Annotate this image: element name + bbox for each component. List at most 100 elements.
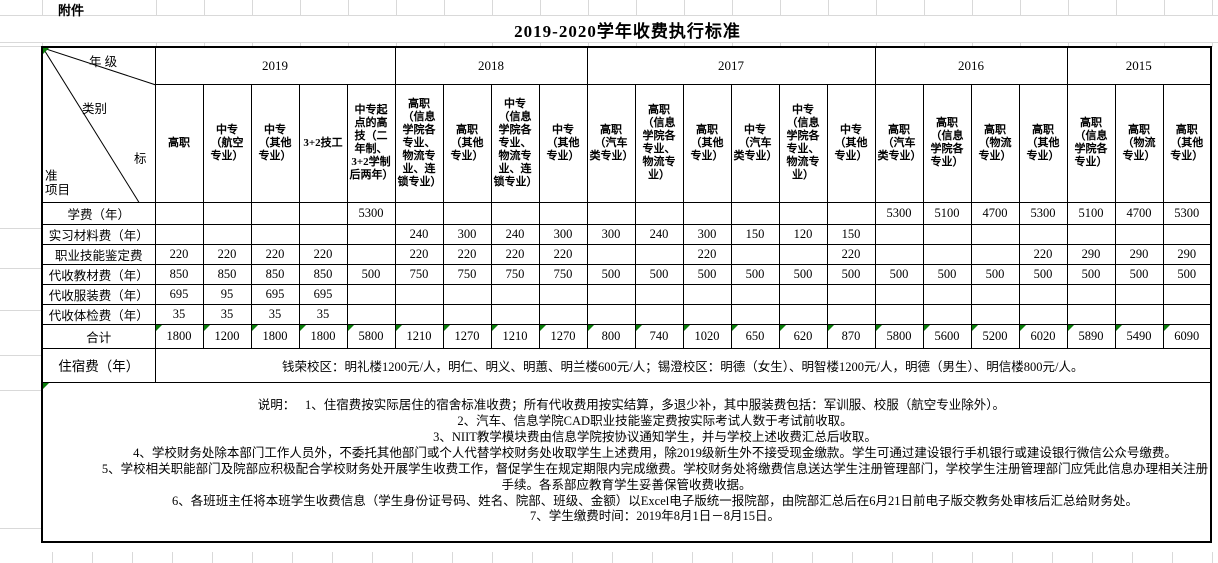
fee-value-cell[interactable] bbox=[970, 223, 1020, 245]
fee-value-cell[interactable] bbox=[922, 243, 972, 265]
category-header[interactable]: 中专（航空专业） bbox=[202, 83, 252, 203]
total-value-cell[interactable]: 1800 bbox=[250, 323, 300, 349]
total-value-cell[interactable]: 6090 bbox=[1162, 323, 1212, 349]
fee-value-cell[interactable] bbox=[202, 201, 252, 225]
fee-value-cell[interactable] bbox=[538, 303, 588, 325]
fee-value-cell[interactable] bbox=[1066, 283, 1116, 305]
fee-value-cell[interactable]: 500 bbox=[826, 263, 876, 285]
fee-value-cell[interactable]: 220 bbox=[442, 243, 492, 265]
fee-value-cell[interactable] bbox=[298, 223, 348, 245]
total-value-cell[interactable]: 5800 bbox=[346, 323, 396, 349]
category-header[interactable]: 高职（信息学院各专业、物流专业） bbox=[634, 83, 684, 203]
category-header[interactable]: 中专（信息学院各专业、物流专业、连锁专业） bbox=[490, 83, 540, 203]
row-label[interactable]: 学费（年） bbox=[41, 201, 156, 225]
fee-value-cell[interactable]: 750 bbox=[538, 263, 588, 285]
row-label[interactable]: 实习材料费（年） bbox=[41, 223, 156, 245]
fee-value-cell[interactable]: 750 bbox=[442, 263, 492, 285]
fee-value-cell[interactable]: 150 bbox=[826, 223, 876, 245]
category-header[interactable]: 高职（物流专业） bbox=[970, 83, 1020, 203]
category-header[interactable]: 高职（汽车类专业） bbox=[874, 83, 924, 203]
fee-value-cell[interactable]: 150 bbox=[730, 223, 780, 245]
total-row-label[interactable]: 合计 bbox=[41, 323, 156, 349]
total-value-cell[interactable]: 1270 bbox=[442, 323, 492, 349]
fee-value-cell[interactable]: 220 bbox=[1018, 243, 1068, 265]
fee-value-cell[interactable]: 220 bbox=[154, 243, 204, 265]
fee-value-cell[interactable]: 240 bbox=[634, 223, 684, 245]
fee-value-cell[interactable]: 5300 bbox=[346, 201, 396, 225]
fee-value-cell[interactable]: 300 bbox=[538, 223, 588, 245]
fee-value-cell[interactable]: 5300 bbox=[1018, 201, 1068, 225]
category-header[interactable]: 中专（汽车类专业） bbox=[730, 83, 780, 203]
fee-value-cell[interactable] bbox=[874, 283, 924, 305]
fee-value-cell[interactable] bbox=[490, 303, 540, 325]
fee-value-cell[interactable] bbox=[682, 201, 732, 225]
fee-value-cell[interactable] bbox=[1066, 303, 1116, 325]
total-value-cell[interactable]: 5200 bbox=[970, 323, 1020, 349]
fee-value-cell[interactable]: 500 bbox=[1114, 263, 1164, 285]
total-value-cell[interactable]: 1800 bbox=[154, 323, 204, 349]
fee-value-cell[interactable] bbox=[634, 303, 684, 325]
fee-value-cell[interactable] bbox=[394, 283, 444, 305]
total-value-cell[interactable]: 6020 bbox=[1018, 323, 1068, 349]
category-header[interactable]: 高职（其他专业） bbox=[1018, 83, 1068, 203]
fee-value-cell[interactable] bbox=[250, 223, 300, 245]
fee-value-cell[interactable]: 35 bbox=[298, 303, 348, 325]
fee-value-cell[interactable]: 220 bbox=[394, 243, 444, 265]
row-label[interactable]: 职业技能鉴定费 bbox=[41, 243, 156, 265]
total-value-cell[interactable]: 1210 bbox=[394, 323, 444, 349]
fee-value-cell[interactable] bbox=[586, 243, 636, 265]
fee-value-cell[interactable]: 500 bbox=[1018, 263, 1068, 285]
fee-value-cell[interactable] bbox=[346, 243, 396, 265]
fee-value-cell[interactable] bbox=[346, 283, 396, 305]
fee-value-cell[interactable]: 220 bbox=[682, 243, 732, 265]
total-value-cell[interactable]: 1270 bbox=[538, 323, 588, 349]
total-value-cell[interactable]: 650 bbox=[730, 323, 780, 349]
fee-value-cell[interactable] bbox=[1066, 223, 1116, 245]
category-header[interactable]: 中专起点的高技（二年制、3+2学制后两年） bbox=[346, 83, 396, 203]
fee-value-cell[interactable]: 850 bbox=[250, 263, 300, 285]
fee-value-cell[interactable] bbox=[538, 201, 588, 225]
fee-value-cell[interactable] bbox=[634, 283, 684, 305]
fee-value-cell[interactable] bbox=[970, 303, 1020, 325]
fee-value-cell[interactable] bbox=[1018, 223, 1068, 245]
fee-value-cell[interactable]: 500 bbox=[730, 263, 780, 285]
fee-value-cell[interactable] bbox=[730, 283, 780, 305]
total-value-cell[interactable]: 5890 bbox=[1066, 323, 1116, 349]
category-header[interactable]: 高职（信息学院各专业、物流专业、连锁专业） bbox=[394, 83, 444, 203]
fee-value-cell[interactable]: 850 bbox=[298, 263, 348, 285]
fee-value-cell[interactable] bbox=[394, 303, 444, 325]
fee-value-cell[interactable] bbox=[1162, 303, 1212, 325]
year-header-2016[interactable]: 2016 bbox=[874, 46, 1068, 85]
fee-value-cell[interactable]: 300 bbox=[586, 223, 636, 245]
fee-value-cell[interactable] bbox=[1162, 283, 1212, 305]
fee-value-cell[interactable]: 695 bbox=[154, 283, 204, 305]
fee-value-cell[interactable] bbox=[538, 283, 588, 305]
fee-value-cell[interactable]: 5100 bbox=[1066, 201, 1116, 225]
fee-value-cell[interactable] bbox=[250, 201, 300, 225]
total-value-cell[interactable]: 1800 bbox=[298, 323, 348, 349]
year-header-2015[interactable]: 2015 bbox=[1066, 46, 1212, 85]
row-label[interactable]: 代收服装费（年） bbox=[41, 283, 156, 305]
fee-value-cell[interactable]: 220 bbox=[202, 243, 252, 265]
fee-value-cell[interactable] bbox=[490, 283, 540, 305]
category-header[interactable]: 高职 bbox=[154, 83, 204, 203]
fee-value-cell[interactable] bbox=[778, 243, 828, 265]
fee-value-cell[interactable] bbox=[346, 303, 396, 325]
fee-value-cell[interactable]: 500 bbox=[922, 263, 972, 285]
fee-value-cell[interactable] bbox=[922, 223, 972, 245]
fee-value-cell[interactable]: 500 bbox=[1162, 263, 1212, 285]
fee-value-cell[interactable] bbox=[442, 201, 492, 225]
category-header[interactable]: 高职（其他专业） bbox=[682, 83, 732, 203]
total-value-cell[interactable]: 1210 bbox=[490, 323, 540, 349]
fee-value-cell[interactable]: 850 bbox=[202, 263, 252, 285]
total-value-cell[interactable]: 800 bbox=[586, 323, 636, 349]
fee-value-cell[interactable] bbox=[202, 223, 252, 245]
fee-value-cell[interactable] bbox=[826, 283, 876, 305]
fee-value-cell[interactable]: 220 bbox=[490, 243, 540, 265]
year-header-2018[interactable]: 2018 bbox=[394, 46, 588, 85]
fee-value-cell[interactable] bbox=[970, 243, 1020, 265]
fee-value-cell[interactable] bbox=[1018, 283, 1068, 305]
row-label[interactable]: 代收教材费（年） bbox=[41, 263, 156, 285]
dorm-fee-text[interactable]: 钱荣校区：明礼楼1200元/人，明仁、明义、明蕙、明兰楼600元/人；锡澄校区：… bbox=[154, 347, 1212, 383]
fee-value-cell[interactable]: 220 bbox=[250, 243, 300, 265]
